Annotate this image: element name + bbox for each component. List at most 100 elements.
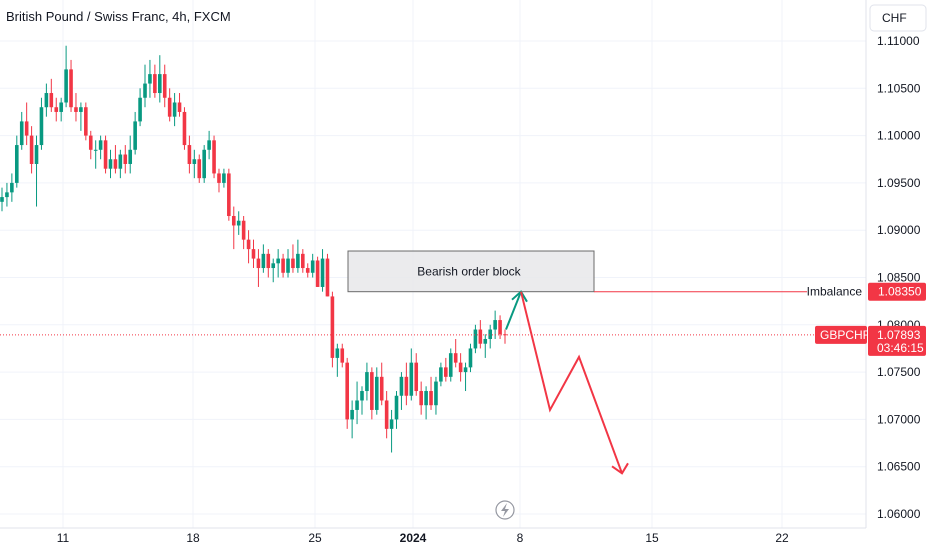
candle[interactable] (434, 376, 438, 415)
candle[interactable] (49, 78, 54, 112)
candle[interactable] (399, 372, 404, 410)
candle[interactable] (310, 253, 315, 278)
candle[interactable] (340, 343, 345, 368)
candle[interactable] (478, 320, 483, 349)
candle[interactable] (409, 348, 414, 401)
candle[interactable] (103, 135, 108, 174)
candle[interactable] (98, 135, 103, 160)
candle[interactable] (10, 173, 14, 202)
candle[interactable] (79, 102, 83, 131)
candle[interactable] (246, 230, 251, 264)
candle[interactable] (404, 362, 409, 406)
candle[interactable] (123, 145, 128, 174)
candle[interactable] (266, 249, 271, 278)
projection-up-arrow[interactable] (505, 291, 522, 330)
candle[interactable] (379, 362, 384, 406)
candle[interactable] (296, 239, 300, 273)
candle[interactable] (197, 154, 202, 183)
candle[interactable] (424, 386, 428, 420)
candle[interactable] (291, 244, 295, 273)
candle[interactable] (330, 291, 335, 368)
candle[interactable] (429, 376, 433, 410)
candle[interactable] (108, 149, 113, 179)
candle[interactable] (394, 391, 399, 429)
candle[interactable] (365, 362, 369, 401)
candle[interactable] (241, 216, 246, 250)
candle[interactable] (172, 93, 177, 127)
candle[interactable] (64, 45, 68, 108)
candle[interactable] (448, 348, 453, 382)
candle[interactable] (113, 145, 118, 174)
candle[interactable] (128, 135, 133, 174)
candle[interactable] (19, 111, 24, 150)
candle[interactable] (458, 353, 463, 382)
candle[interactable] (345, 357, 349, 429)
candle[interactable] (88, 130, 93, 160)
candle[interactable] (14, 135, 19, 188)
candle[interactable] (133, 111, 137, 155)
candle[interactable] (162, 64, 167, 108)
candle[interactable] (281, 253, 285, 278)
candle[interactable] (177, 93, 182, 117)
candle[interactable] (498, 315, 502, 339)
candle[interactable] (261, 244, 266, 273)
candle[interactable] (276, 249, 280, 278)
candle[interactable] (217, 168, 221, 193)
candle[interactable] (320, 249, 325, 292)
candle[interactable] (143, 64, 147, 108)
candle[interactable] (202, 145, 206, 183)
candle[interactable] (118, 149, 123, 179)
candle[interactable] (419, 381, 423, 415)
candle[interactable] (227, 168, 231, 221)
candle[interactable] (251, 239, 256, 269)
candle[interactable] (34, 135, 39, 207)
candle[interactable] (355, 381, 359, 425)
candle[interactable] (325, 253, 330, 297)
candle[interactable] (59, 97, 63, 122)
candle[interactable] (286, 249, 290, 278)
currency-button[interactable] (869, 4, 927, 32)
candle[interactable] (453, 338, 458, 368)
candle[interactable] (187, 135, 192, 174)
candle[interactable] (138, 88, 142, 127)
candle[interactable] (360, 386, 364, 415)
candle[interactable] (335, 343, 340, 377)
candle[interactable] (256, 249, 261, 287)
candle[interactable] (39, 97, 44, 150)
candle[interactable] (84, 102, 88, 141)
candle[interactable] (44, 83, 49, 117)
candle[interactable] (24, 102, 29, 146)
candle[interactable] (414, 353, 419, 396)
candle[interactable] (148, 59, 152, 98)
candle[interactable] (74, 93, 78, 122)
candle[interactable] (350, 400, 354, 439)
candle[interactable] (54, 97, 59, 122)
candle[interactable] (271, 258, 276, 283)
lightning-icon[interactable] (495, 500, 515, 520)
candle[interactable] (69, 59, 73, 112)
candle[interactable] (384, 391, 389, 439)
candle[interactable] (301, 249, 305, 273)
candle[interactable] (503, 329, 507, 344)
candle[interactable] (370, 367, 374, 420)
candle[interactable] (158, 55, 162, 103)
candle[interactable] (236, 211, 241, 235)
candle[interactable] (488, 324, 493, 349)
candle[interactable] (483, 334, 488, 358)
candle[interactable] (315, 256, 320, 287)
candle[interactable] (444, 357, 448, 382)
candle[interactable] (212, 135, 216, 179)
candle[interactable] (182, 107, 187, 150)
order-block-box[interactable] (347, 250, 595, 293)
candle[interactable] (439, 362, 443, 387)
candle[interactable] (167, 88, 172, 122)
candle[interactable] (468, 343, 473, 373)
candle[interactable] (29, 126, 34, 174)
candle[interactable] (5, 182, 9, 207)
candle[interactable] (389, 409, 394, 453)
candle[interactable] (305, 263, 310, 278)
projection-down-path[interactable] (520, 291, 623, 474)
candle[interactable] (222, 168, 226, 188)
candle[interactable] (192, 149, 197, 179)
